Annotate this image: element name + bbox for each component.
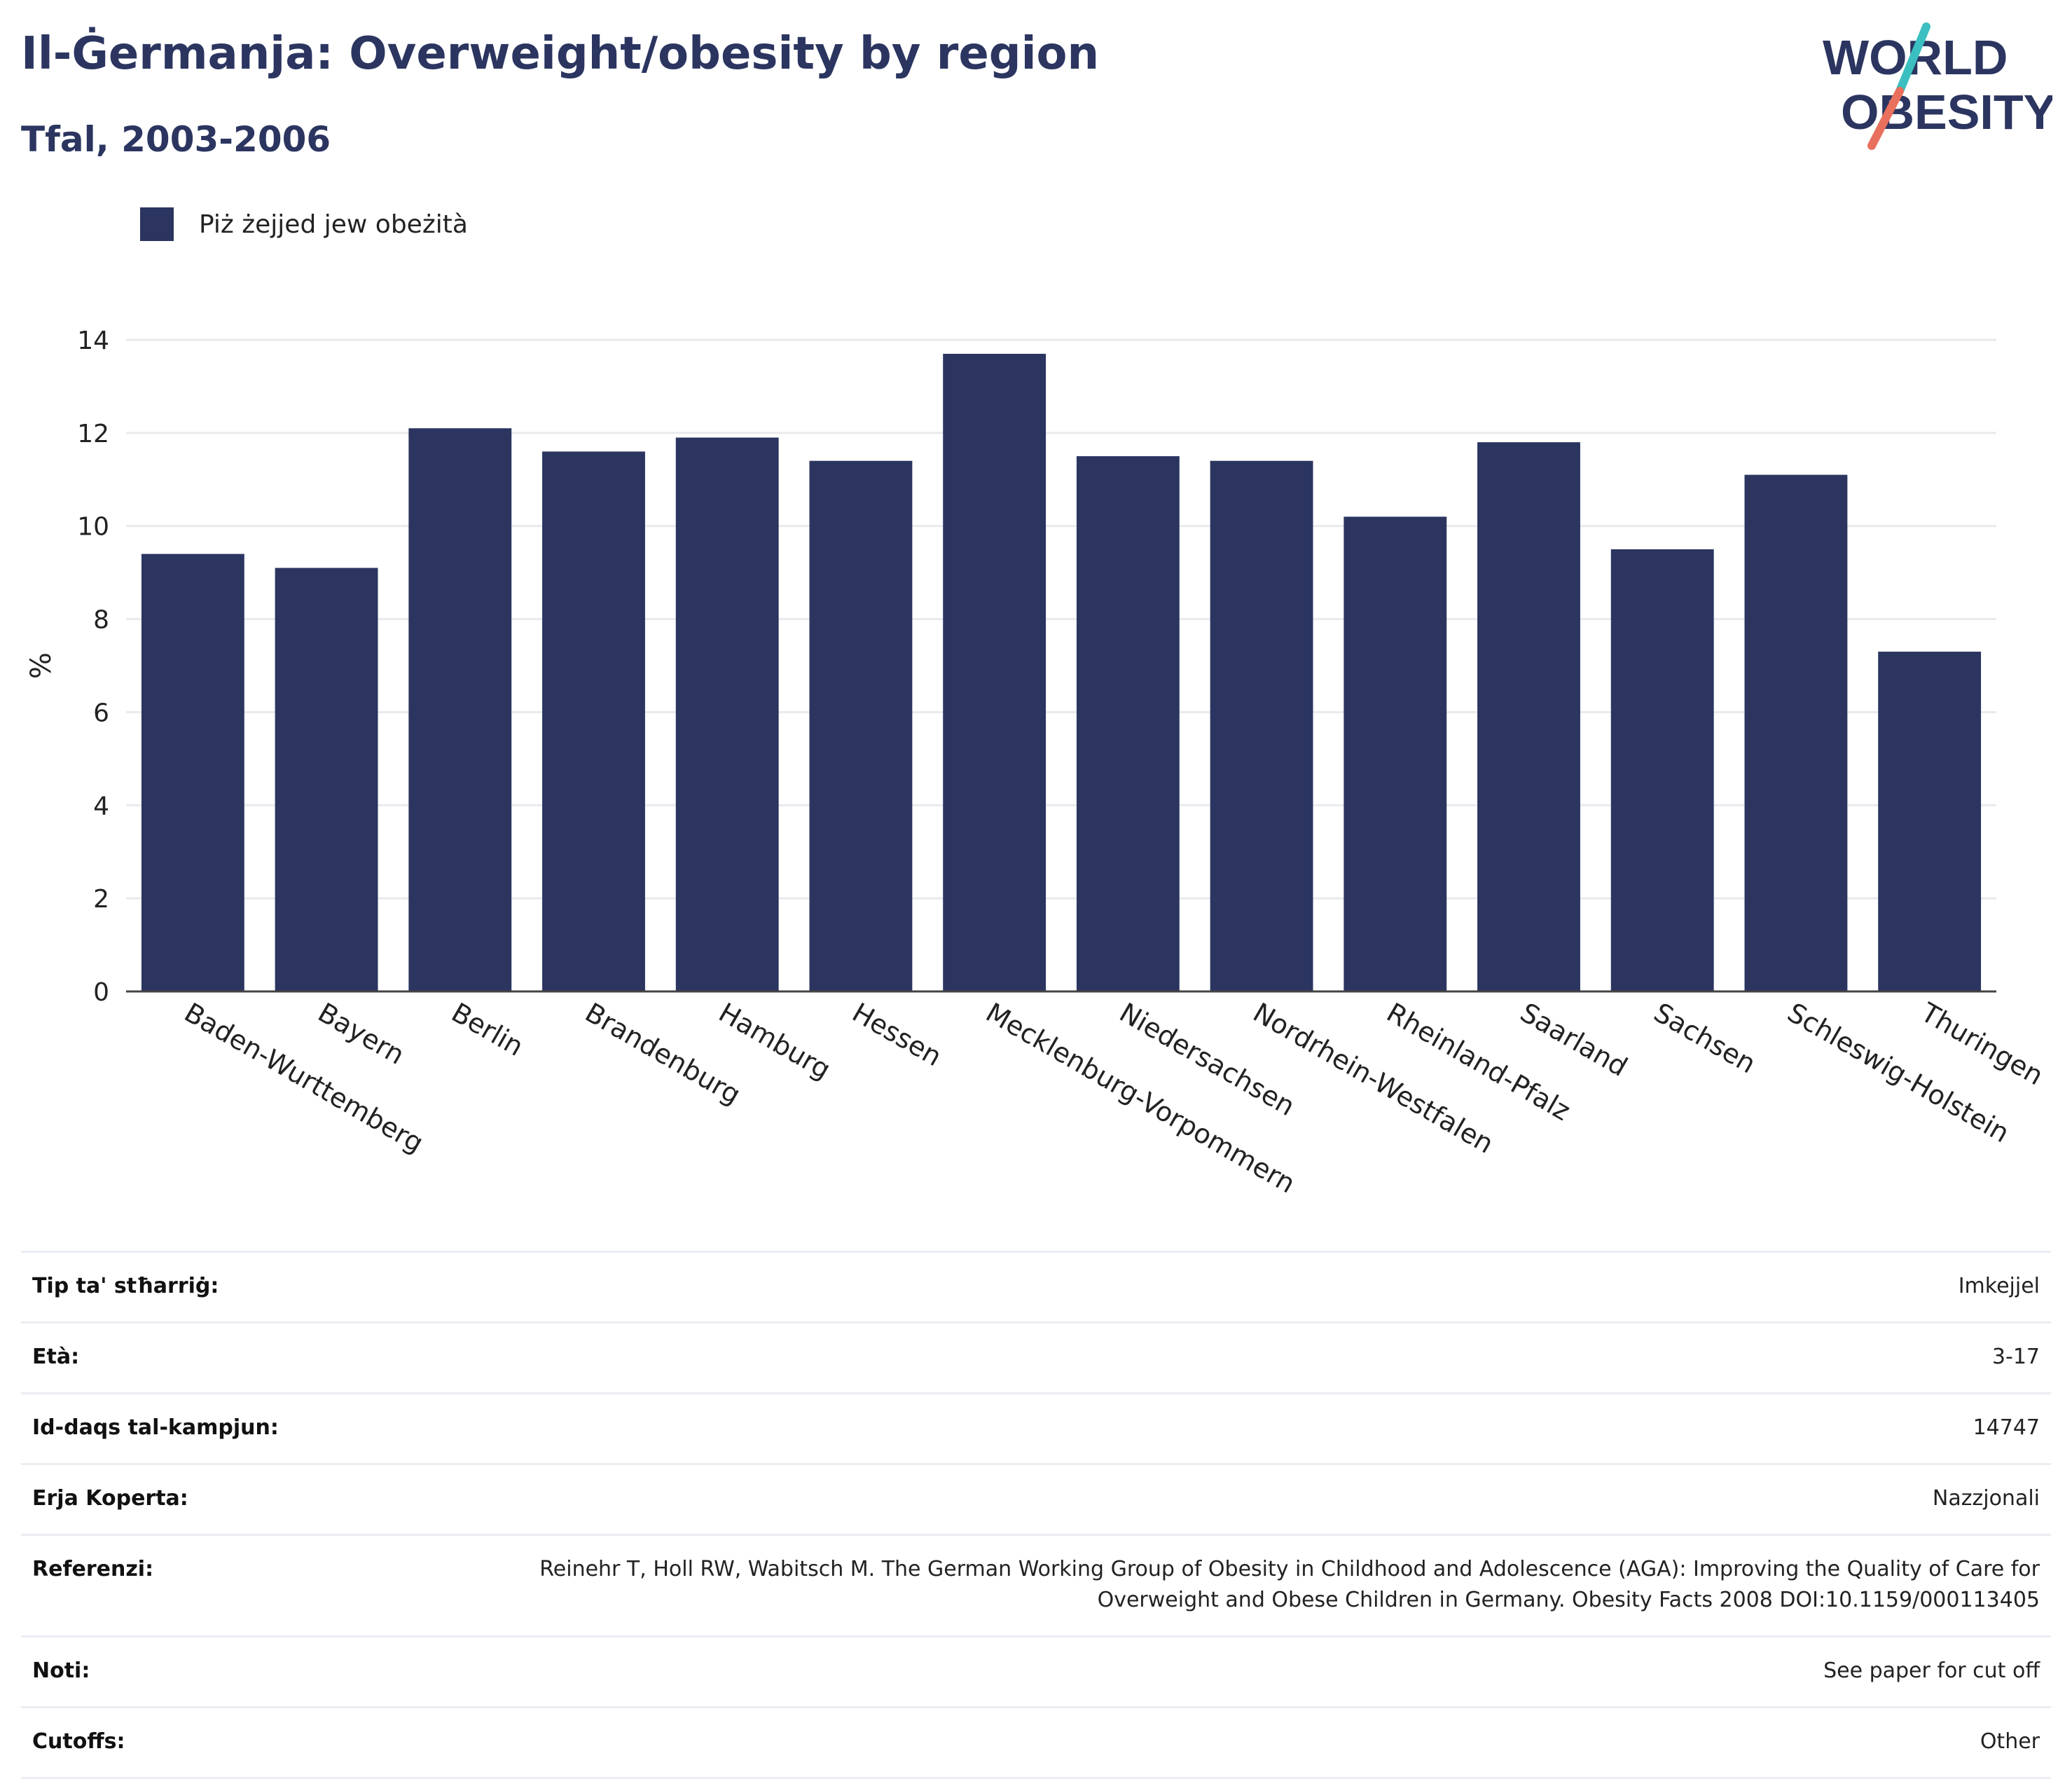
x-tick-label: Berlin — [446, 997, 529, 1062]
y-tick-label: 2 — [93, 885, 109, 914]
info-row: Id-daqs tal-kampjun: 14747 — [21, 1394, 2051, 1465]
chart-title: Il-Ġermanja: Overweight/obesity by regio… — [21, 28, 1100, 80]
world-obesity-logo: WORLD OBESITY — [1823, 22, 2052, 150]
legend-label: Piż żejjed jew obeżità — [199, 210, 468, 239]
logo-slash-coral — [1867, 87, 1904, 150]
chart-subtitle: Tfal, 2003-2006 — [21, 119, 331, 160]
info-label: Id-daqs tal-kampjun: — [32, 1415, 279, 1440]
logo-text-obesity: OBESITY — [1841, 85, 2052, 139]
bar — [943, 353, 1047, 991]
x-tick-label: Saarland — [1515, 997, 1633, 1083]
info-row: Età: 3-17 — [21, 1324, 2051, 1394]
info-row: Cutoffs: Other — [21, 1708, 2051, 1779]
info-value: Nazzjonali — [1932, 1486, 2040, 1511]
bar — [675, 437, 779, 991]
bar — [1744, 474, 1848, 991]
bar — [1210, 460, 1313, 991]
y-tick-label: 0 — [93, 978, 109, 1007]
bar — [408, 428, 512, 991]
info-label: Noti: — [32, 1658, 90, 1683]
bar — [141, 554, 244, 991]
bar — [275, 568, 378, 991]
x-tick-label: Hamburg — [714, 997, 836, 1085]
info-label: Età: — [32, 1345, 80, 1369]
info-row: Noti: See paper for cut off — [21, 1637, 2051, 1708]
y-tick-label: 10 — [77, 513, 109, 542]
x-tick-label: Baden-Wurttemberg — [179, 997, 429, 1159]
info-value: Imkejjel — [1958, 1274, 2040, 1298]
x-tick-label: Nordrhein-Westfalen — [1248, 997, 1499, 1160]
bar — [542, 451, 645, 991]
bar — [1610, 549, 1714, 991]
legend-swatch — [140, 207, 174, 241]
info-value: 14747 — [1973, 1415, 2040, 1440]
y-tick-label: 8 — [93, 606, 109, 635]
info-row: Tip ta' stħarriġ: Imkejjel — [21, 1253, 2051, 1324]
x-tick-label: Hessen — [847, 997, 946, 1073]
x-tick-label: Sachsen — [1649, 997, 1761, 1080]
info-label: Erja Koperta: — [32, 1486, 188, 1511]
logo-slash-teal — [1895, 22, 1931, 95]
bar — [809, 460, 913, 991]
y-tick-label: 4 — [93, 792, 109, 820]
info-value: Other — [1980, 1729, 2040, 1754]
y-tick-label: 12 — [77, 420, 109, 448]
y-axis-label: % — [25, 652, 57, 679]
info-value: See paper for cut off — [1823, 1658, 2040, 1683]
info-row: Erja Koperta: Nazzjonali — [21, 1465, 2051, 1536]
chart-legend[interactable]: Piż żejjed jew obeżità — [140, 207, 468, 241]
bar — [1878, 652, 1982, 991]
y-tick-label: 6 — [93, 699, 109, 727]
bar — [1076, 456, 1180, 991]
x-tick-label: Schleswig-Holstein — [1782, 997, 2015, 1149]
info-row: Referenzi: Reinehr T, Holl RW, Wabitsch M… — [21, 1536, 2051, 1637]
info-value: 3-17 — [1991, 1345, 2040, 1369]
bar — [1344, 516, 1447, 991]
survey-info-table: Tip ta' stħarriġ: Imkejjel Età: 3-17 Id-daqs… — [21, 1251, 2051, 1779]
info-label: Cutoffs: — [32, 1729, 125, 1754]
y-tick-label: 14 — [77, 327, 109, 355]
info-label: Tip ta' stħarriġ: — [32, 1274, 219, 1298]
bar — [1477, 442, 1580, 991]
x-tick-label: Bayern — [313, 997, 410, 1071]
info-value: Reinehr T, Holl RW, Wabitsch M. The Germ… — [539, 1557, 2040, 1612]
info-label: Referenzi: — [32, 1557, 154, 1581]
